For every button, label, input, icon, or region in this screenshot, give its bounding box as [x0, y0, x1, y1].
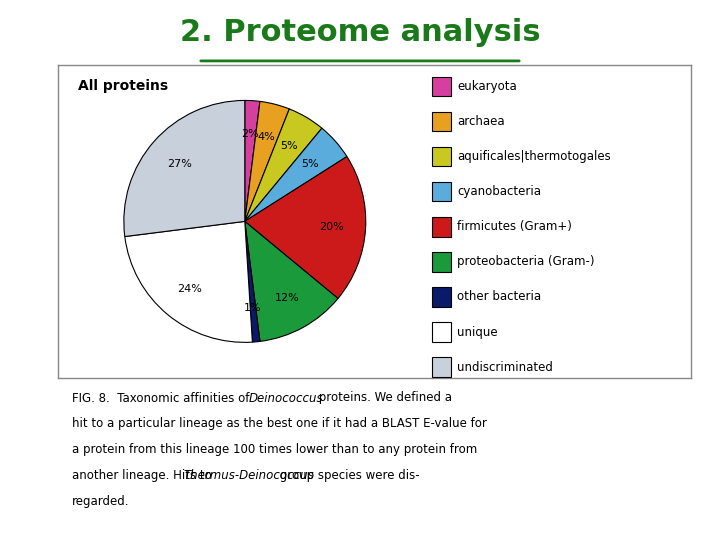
Text: 4%: 4%	[258, 132, 275, 142]
Text: proteins. We defined a: proteins. We defined a	[315, 392, 452, 404]
Text: a protein from this lineage 100 times lower than to any protein from: a protein from this lineage 100 times lo…	[72, 443, 477, 456]
Text: All proteins: All proteins	[78, 79, 168, 93]
Text: Deinococcus: Deinococcus	[248, 392, 323, 404]
Text: firmicutes (Gram+): firmicutes (Gram+)	[457, 220, 572, 233]
Wedge shape	[245, 221, 338, 341]
FancyBboxPatch shape	[432, 357, 451, 377]
Text: 12%: 12%	[274, 293, 299, 303]
FancyBboxPatch shape	[432, 182, 451, 201]
Text: FIG. 8.  Taxonomic affinities of: FIG. 8. Taxonomic affinities of	[72, 392, 253, 404]
Wedge shape	[245, 102, 289, 221]
Wedge shape	[245, 221, 260, 342]
Text: cyanobacteria: cyanobacteria	[457, 185, 541, 198]
FancyBboxPatch shape	[432, 217, 451, 237]
Text: another lineage. Hits to: another lineage. Hits to	[72, 469, 215, 482]
Text: hit to a particular lineage as the best one if it had a BLAST E-value for: hit to a particular lineage as the best …	[72, 417, 487, 430]
Text: group species were dis-: group species were dis-	[276, 469, 419, 482]
FancyBboxPatch shape	[432, 112, 451, 131]
Text: 24%: 24%	[177, 284, 202, 294]
Text: 2%: 2%	[241, 130, 259, 139]
Wedge shape	[125, 221, 253, 342]
Text: 5%: 5%	[280, 141, 298, 151]
Wedge shape	[124, 100, 245, 237]
Wedge shape	[245, 109, 322, 221]
FancyBboxPatch shape	[432, 147, 451, 166]
Text: unique: unique	[457, 326, 498, 339]
Text: regarded.: regarded.	[72, 495, 130, 508]
Text: proteobacteria (Gram-): proteobacteria (Gram-)	[457, 255, 595, 268]
Text: Thermus-Deinococcus: Thermus-Deinococcus	[184, 469, 315, 482]
FancyBboxPatch shape	[432, 287, 451, 307]
Wedge shape	[245, 157, 366, 299]
Text: 5%: 5%	[301, 159, 319, 169]
Text: 27%: 27%	[167, 159, 192, 169]
FancyBboxPatch shape	[432, 77, 451, 96]
Text: undiscriminated: undiscriminated	[457, 361, 553, 374]
Text: 1%: 1%	[244, 303, 262, 313]
FancyBboxPatch shape	[432, 252, 451, 272]
Wedge shape	[245, 100, 260, 221]
FancyBboxPatch shape	[432, 322, 451, 342]
Text: eukaryota: eukaryota	[457, 80, 517, 93]
Text: 2. Proteome analysis: 2. Proteome analysis	[180, 18, 540, 47]
Text: other bacteria: other bacteria	[457, 291, 541, 303]
Wedge shape	[245, 128, 347, 221]
Text: 20%: 20%	[320, 222, 344, 232]
Text: aquificales|thermotogales: aquificales|thermotogales	[457, 150, 611, 163]
Text: archaea: archaea	[457, 115, 505, 128]
